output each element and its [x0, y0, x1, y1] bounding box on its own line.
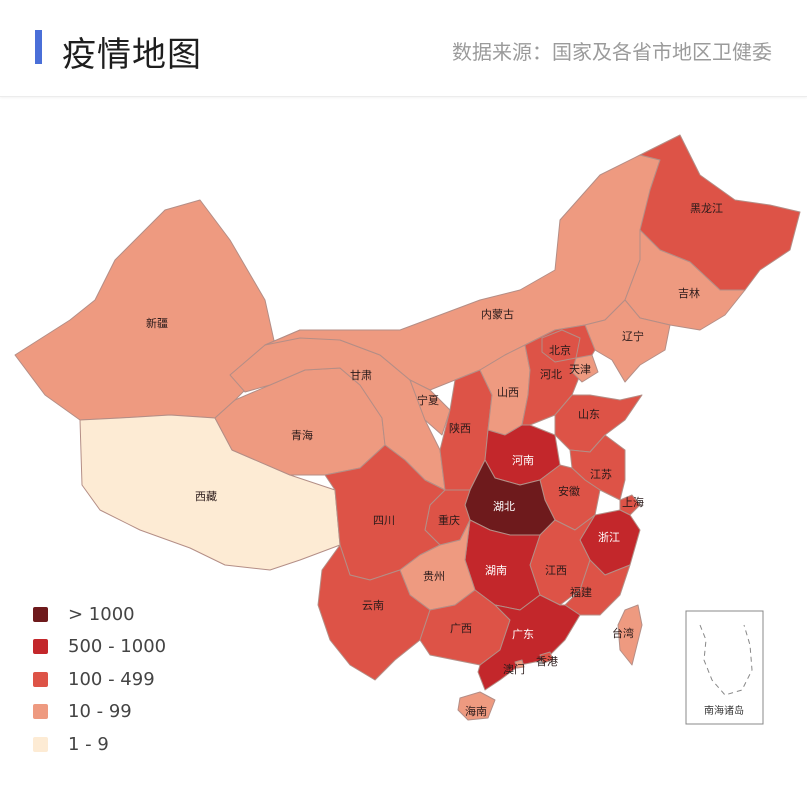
inset-dashed-boundary — [699, 624, 753, 696]
province-macau[interactable] — [514, 659, 525, 669]
label-yunnan: 云南 — [362, 599, 384, 612]
label-shanghai: 上海 — [622, 495, 644, 509]
page-title: 疫情地图 — [62, 35, 202, 75]
legend-swatch — [33, 736, 48, 752]
label-jiangsu: 江苏 — [590, 468, 612, 481]
province-taiwan[interactable] — [617, 604, 643, 666]
label-hunan: 湖南 — [485, 564, 507, 577]
page-header: 疫情地图 数据来源：国家及各省市地区卫健委 — [0, 0, 807, 97]
label-xinjiang: 新疆 — [146, 316, 168, 330]
label-hebei: 河北 — [540, 368, 562, 381]
province-xizang[interactable] — [79, 414, 341, 571]
label-shaanxi: 陕西 — [449, 421, 471, 435]
legend-swatch — [33, 671, 48, 687]
map-legend: > 1000 500 - 1000 100 - 499 10 - 99 1 - … — [33, 598, 166, 761]
label-heilongjiang: 黑龙江 — [690, 202, 723, 215]
label-guangdong: 广东 — [512, 628, 534, 641]
china-epidemic-map: 黑龙江 吉林 辽宁 内蒙古 北京 天津 河北 山西 山东 河南 江苏 安徽 上海… — [0, 96, 807, 800]
inset-frame — [685, 610, 764, 725]
label-fujian: 福建 — [570, 585, 592, 599]
label-anhui: 安徽 — [558, 484, 580, 498]
legend-item: > 1000 — [33, 598, 166, 631]
legend-swatch — [33, 639, 48, 655]
legend-label: 1 - 9 — [68, 733, 109, 755]
label-hainan: 海南 — [465, 704, 487, 718]
province-tianjin[interactable] — [571, 354, 599, 383]
label-hongkong: 香港 — [536, 655, 558, 668]
province-xinjiang[interactable] — [14, 199, 276, 421]
label-shanxi: 山西 — [497, 386, 519, 399]
legend-label: 100 - 499 — [68, 668, 155, 690]
label-hubei: 湖北 — [493, 500, 515, 513]
label-qinghai: 青海 — [291, 428, 313, 442]
label-liaoning: 辽宁 — [622, 329, 644, 343]
province-hainan[interactable] — [457, 691, 496, 721]
data-source-note: 数据来源：国家及各省市地区卫健委 — [452, 40, 772, 64]
label-chongqing: 重庆 — [438, 513, 460, 527]
legend-swatch — [33, 704, 48, 720]
label-guizhou: 贵州 — [423, 570, 445, 583]
label-sichuan: 四川 — [373, 514, 395, 527]
province-hongkong[interactable] — [539, 651, 554, 664]
south-china-sea-inset: 南海诸岛 — [685, 610, 764, 725]
province-shanghai[interactable] — [619, 494, 641, 516]
inset-label: 南海诸岛 — [704, 704, 744, 717]
legend-item: 10 - 99 — [33, 696, 166, 729]
label-jilin: 吉林 — [678, 286, 700, 300]
legend-item: 100 - 499 — [33, 663, 166, 696]
label-zhejiang: 浙江 — [598, 531, 620, 544]
label-ningxia: 宁夏 — [417, 393, 439, 407]
label-henan: 河南 — [512, 454, 534, 467]
legend-label: 10 - 99 — [68, 701, 132, 723]
legend-label: 500 - 1000 — [68, 636, 167, 658]
label-xizang: 西藏 — [195, 490, 217, 503]
label-neimenggu: 内蒙古 — [481, 307, 514, 321]
legend-label: > 1000 — [68, 603, 135, 625]
province-heilongjiang[interactable] — [639, 134, 801, 291]
label-gansu: 甘肃 — [350, 369, 372, 382]
province-jilin[interactable] — [624, 229, 746, 331]
legend-item: 1 - 9 — [33, 728, 166, 761]
label-shandong: 山东 — [578, 408, 600, 421]
province-shandong[interactable] — [554, 394, 643, 453]
title-accent-bar — [35, 30, 42, 64]
province-guangdong[interactable] — [477, 594, 581, 691]
province-ningxia[interactable] — [409, 379, 451, 436]
legend-swatch — [33, 606, 48, 622]
province-yunnan[interactable] — [317, 544, 431, 681]
label-taiwan: 台湾 — [612, 626, 634, 640]
legend-item: 500 - 1000 — [33, 631, 166, 664]
label-macau: 澳门 — [503, 662, 525, 676]
label-guangxi: 广西 — [450, 622, 472, 635]
label-jiangxi: 江西 — [545, 564, 567, 577]
label-beijing: 北京 — [549, 343, 571, 357]
label-tianjin: 天津 — [569, 363, 591, 376]
